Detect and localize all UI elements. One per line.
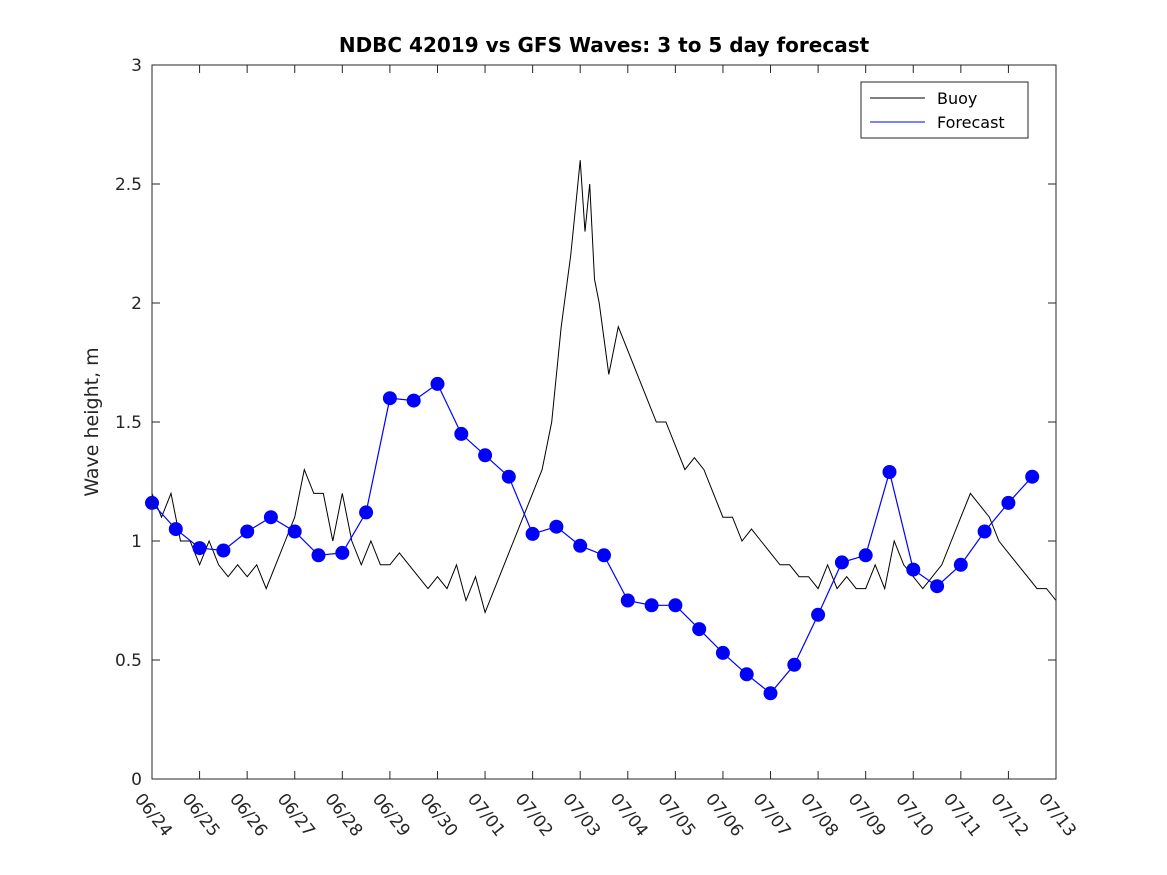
x-tick-label: 07/08 [796, 790, 842, 841]
forecast-point [763, 686, 778, 701]
x-tick-label: 07/02 [511, 790, 557, 841]
legend-buoy-label: Buoy [937, 89, 977, 108]
forecast-point [620, 593, 635, 608]
forecast-point [882, 465, 897, 479]
x-tick-label: 07/07 [749, 790, 795, 841]
y-tick-label: 0 [131, 770, 142, 790]
y-tick-label: 1 [131, 532, 142, 552]
forecast-point [644, 598, 659, 613]
x-tick-label: 06/26 [225, 790, 271, 841]
forecast-point [692, 622, 707, 637]
y-tick-label: 2 [131, 294, 142, 314]
forecast-point [739, 667, 754, 682]
x-tick-label: 07/03 [558, 790, 604, 841]
forecast-point [168, 522, 183, 537]
x-tick-label: 07/10 [891, 790, 937, 841]
plot-background [152, 65, 1056, 779]
x-tick-label: 06/24 [130, 790, 176, 841]
y-tick-label: 3 [131, 56, 142, 76]
x-axis: 06/24 06/25 06/26 06/27 06/28 06/29 06/30 07/01… [130, 790, 1080, 841]
x-tick-label: 07/04 [606, 790, 652, 841]
forecast-point [501, 469, 516, 484]
forecast-point [811, 607, 826, 622]
forecast-point [406, 393, 421, 408]
forecast-point [192, 541, 207, 556]
forecast-point [287, 524, 302, 539]
forecast-point [977, 524, 992, 539]
legend-forecast-label: Forecast [937, 113, 1005, 132]
x-tick-label: 06/28 [320, 790, 366, 841]
forecast-point [858, 548, 873, 563]
forecast-point [668, 598, 683, 613]
forecast-point [454, 426, 469, 441]
forecast-point [311, 548, 326, 563]
legend-box [860, 81, 1029, 139]
x-tick-label: 07/09 [844, 790, 890, 841]
forecast-point [549, 519, 564, 534]
forecast-point [335, 545, 350, 560]
forecast-point [359, 505, 374, 520]
forecast-point [382, 391, 397, 406]
forecast-point [597, 548, 611, 563]
y-tick-label: 0.5 [115, 651, 142, 671]
forecast-point [1001, 495, 1016, 510]
series-line-buoy [151, 160, 1057, 614]
x-tick-label: 07/01 [463, 790, 509, 841]
forecast-point [930, 579, 945, 594]
forecast-point [478, 448, 493, 463]
legend: Buoy Forecast [860, 81, 1029, 139]
x-tick-label: 06/30 [416, 790, 462, 841]
forecast-point [715, 645, 730, 660]
forecast-point [834, 555, 849, 570]
forecast-point [263, 510, 278, 525]
forecast-point [787, 657, 802, 672]
x-tick-label: 07/05 [653, 790, 699, 841]
series-layer [145, 160, 1057, 701]
y-axis: 0 0.5 1 1.5 2 2.5 3 [115, 56, 142, 790]
chart-title: NDBC 42019 vs GFS Waves: 3 to 5 day fore… [339, 33, 870, 57]
y-tick-label: 1.5 [115, 413, 142, 433]
forecast-point [906, 562, 921, 577]
x-tick-label: 06/25 [178, 790, 224, 841]
x-tick-label: 07/11 [939, 790, 985, 841]
forecast-point [525, 526, 540, 541]
forecast-point [240, 524, 255, 539]
x-tick-label: 07/12 [986, 790, 1032, 841]
x-tick-label: 07/06 [701, 790, 747, 841]
x-tick-label: 07/13 [1034, 790, 1080, 841]
plot-frame [151, 64, 1057, 780]
forecast-point [216, 543, 231, 558]
forecast-point [1025, 469, 1040, 484]
y-tick-label: 2.5 [115, 175, 142, 195]
x-tick-label: 06/29 [368, 790, 414, 841]
y-axis-label: Wave height, m [81, 347, 103, 496]
forecast-point [430, 376, 445, 391]
forecast-point [953, 557, 968, 572]
x-tick-label: 06/27 [273, 790, 319, 841]
forecast-point [573, 538, 588, 553]
